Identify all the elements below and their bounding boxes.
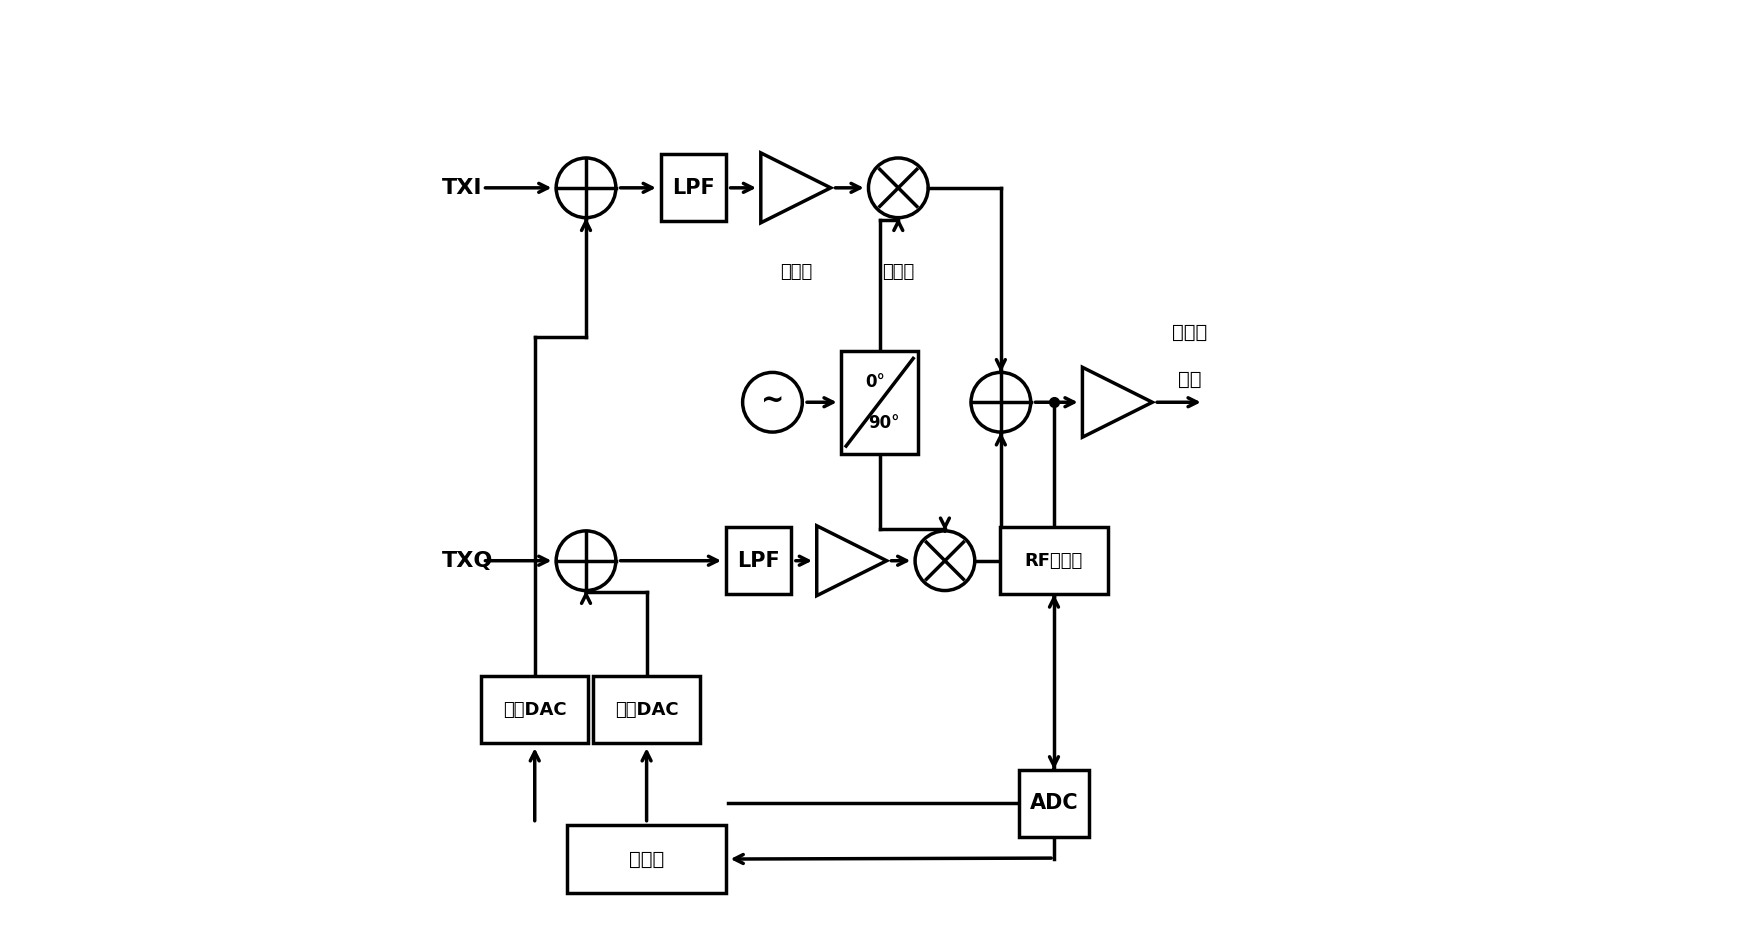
Text: 90°: 90°	[868, 414, 900, 432]
Text: LPF: LPF	[672, 178, 714, 198]
Text: 大器: 大器	[1178, 369, 1200, 388]
FancyBboxPatch shape	[1001, 527, 1108, 595]
FancyBboxPatch shape	[660, 154, 726, 222]
FancyBboxPatch shape	[593, 676, 700, 743]
Text: 功率放: 功率放	[1172, 323, 1207, 342]
Text: RF检测器: RF检测器	[1026, 552, 1083, 569]
FancyBboxPatch shape	[567, 826, 726, 893]
Text: LPF: LPF	[737, 551, 780, 570]
Text: 放大器: 放大器	[780, 263, 812, 280]
Text: 0°: 0°	[864, 373, 886, 391]
FancyBboxPatch shape	[842, 351, 919, 453]
Text: 偏移DAC: 偏移DAC	[502, 701, 567, 719]
Text: TXQ: TXQ	[441, 551, 493, 570]
Text: 状态机: 状态机	[628, 850, 665, 869]
Text: 偏移DAC: 偏移DAC	[614, 701, 679, 719]
Text: 混频器: 混频器	[882, 263, 915, 280]
Text: TXI: TXI	[441, 178, 481, 198]
FancyBboxPatch shape	[1018, 770, 1088, 837]
Text: ~: ~	[761, 386, 784, 414]
Text: ADC: ADC	[1029, 793, 1078, 813]
FancyBboxPatch shape	[726, 527, 791, 595]
FancyBboxPatch shape	[481, 676, 588, 743]
